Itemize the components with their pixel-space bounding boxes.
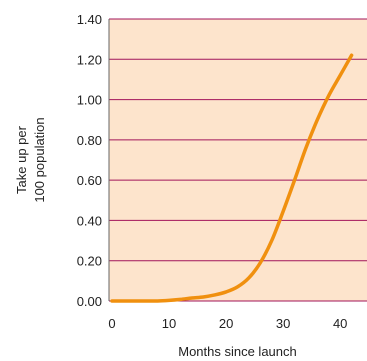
x-tick-label: 20 xyxy=(219,316,233,331)
gridlines xyxy=(109,18,367,302)
x-axis-label: Months since launch xyxy=(178,344,297,359)
y-tick-labels: 0.00 0.20 0.40 0.60 0.80 1.00 1.20 1.40 xyxy=(77,12,102,309)
plot-background xyxy=(109,19,367,301)
y-tick-label: 1.20 xyxy=(77,52,102,67)
y-tick-label: 0.40 xyxy=(77,213,102,228)
y-tick-label: 0.00 xyxy=(77,294,102,309)
series-line xyxy=(110,53,354,303)
y-tick-label: 1.00 xyxy=(77,93,102,108)
y-tick-label: 0.60 xyxy=(77,173,102,188)
x-tick-label: 30 xyxy=(276,316,290,331)
y-tick-label: 0.20 xyxy=(77,254,102,269)
y-tick-label: 0.80 xyxy=(77,133,102,148)
x-tick-label: 10 xyxy=(162,316,176,331)
x-tick-label: 0 xyxy=(108,316,115,331)
y-tick-label: 1.40 xyxy=(77,12,102,27)
x-tick-labels: 0 10 20 30 40 xyxy=(108,316,347,331)
x-tick-label: 40 xyxy=(333,316,347,331)
y-axis-label-line-1: Take up per xyxy=(14,125,29,194)
y-axis-label-line-2: 100 population xyxy=(32,117,47,202)
